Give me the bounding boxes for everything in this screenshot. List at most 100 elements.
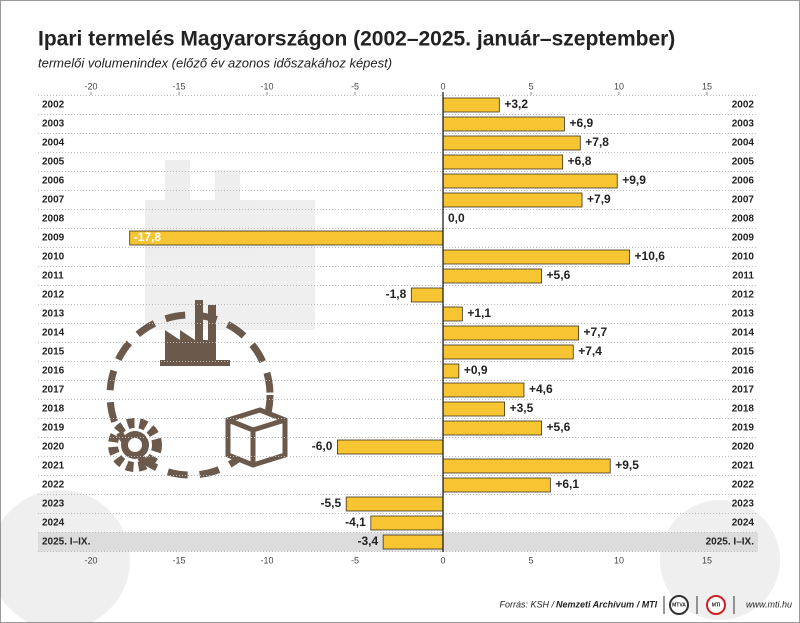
y-tick-label: 2020: [42, 442, 65, 453]
value-label: +5,6: [547, 268, 571, 282]
value-label: +7,8: [585, 135, 609, 149]
y-tick-label: 2004: [732, 138, 755, 149]
logo-text: MTI: [712, 602, 721, 608]
x-tick-label: 10: [614, 555, 624, 565]
bar: [442, 363, 460, 379]
value-label: -6,0: [312, 439, 333, 453]
bar: [345, 496, 444, 512]
x-tick-label: 0: [440, 81, 445, 91]
bar: [442, 420, 542, 436]
x-tick-label: 10: [614, 81, 624, 91]
source: Forrás: KSH /: [499, 599, 555, 609]
y-tick-label: 2012: [732, 290, 755, 301]
y-tick-label: 2012: [42, 290, 65, 301]
x-tick-label: -5: [351, 81, 359, 91]
value-label: +9,9: [622, 173, 646, 187]
bar: [442, 477, 551, 493]
y-tick-label: 2003: [42, 119, 65, 130]
x-tick-label: -15: [172, 555, 185, 565]
y-tick-label: 2002: [732, 100, 755, 111]
y-tick-label: 2009: [42, 233, 65, 244]
y-tick-label: 2002: [42, 100, 65, 111]
value-label: +9,5: [615, 458, 639, 472]
bar: [382, 534, 444, 550]
y-tick-label: 2014: [732, 328, 755, 339]
y-tick-label: 2005: [732, 157, 755, 168]
bar: [442, 97, 500, 113]
chart-subtitle: termelői volumenindex (előző év azonos i…: [38, 55, 392, 70]
value-label: +4,6: [529, 382, 553, 396]
y-tick-label: 2014: [42, 328, 65, 339]
value-label: +3,2: [504, 97, 528, 111]
y-tick-label: 2010: [42, 252, 65, 263]
y-tick-label: 2019: [732, 423, 755, 434]
logo: [706, 595, 726, 615]
bar: [442, 116, 565, 132]
value-label: -1,8: [386, 287, 407, 301]
y-tick-label: 2008: [42, 214, 65, 225]
x-tick-label: -20: [84, 81, 97, 91]
value-label: +7,9: [587, 192, 611, 206]
x-tick-label: 5: [528, 81, 533, 91]
value-label: -5,5: [321, 496, 342, 510]
y-tick-label: 2020: [732, 442, 755, 453]
y-tick-label: 2008: [732, 214, 755, 225]
x-tick-label: 15: [702, 555, 712, 565]
y-tick-label: 2017: [42, 385, 65, 396]
x-tick-label: -15: [172, 81, 185, 91]
y-tick-label: 2011: [42, 271, 64, 282]
x-tick-label: 5: [528, 555, 533, 565]
y-tick-label: 2007: [42, 195, 65, 206]
y-tick-label: 2017: [732, 385, 755, 396]
y-tick-label: 2007: [732, 195, 755, 206]
bar: [442, 344, 574, 360]
y-tick-label: 2023: [42, 499, 65, 510]
y-tick-label: 2019: [42, 423, 65, 434]
y-tick-label: 2016: [732, 366, 755, 377]
value-label: +6,9: [569, 116, 593, 130]
x-tick-label: -10: [260, 81, 273, 91]
value-label: +3,5: [510, 401, 534, 415]
y-tick-label: 2018: [42, 404, 65, 415]
value-label: +7,7: [584, 325, 608, 339]
y-tick-label: 2024: [42, 518, 65, 529]
y-tick-label: 2016: [42, 366, 65, 377]
y-tick-label: 2015: [732, 347, 755, 358]
value-label: +0,9: [464, 363, 488, 377]
y-tick-label: 2003: [732, 119, 755, 130]
bar: [336, 439, 444, 455]
logo: [669, 595, 689, 615]
value-label: +6,8: [568, 154, 592, 168]
bar: [442, 192, 583, 208]
y-tick-label: 2025. I–IX.: [42, 537, 91, 548]
y-tick-label: 2009: [732, 233, 755, 244]
bar: [442, 173, 618, 189]
y-tick-label: 2022: [42, 480, 65, 491]
y-tick-label: 2004: [42, 138, 65, 149]
x-tick-label: -5: [351, 555, 359, 565]
y-tick-label: 2023: [732, 499, 755, 510]
y-tick-label: 2015: [42, 347, 65, 358]
y-tick-label: 2021: [732, 461, 755, 472]
value-label: 0,0: [448, 211, 465, 225]
bar: [442, 135, 581, 151]
y-tick-label: 2022: [732, 480, 755, 491]
x-tick-label: -10: [260, 555, 273, 565]
y-tick-label: 2024: [732, 518, 755, 529]
value-label: +7,4: [578, 344, 602, 358]
y-tick-label: 2013: [732, 309, 755, 320]
y-tick-label: 2021: [42, 461, 65, 472]
y-tick-label: 2006: [42, 176, 65, 187]
bar: [442, 154, 564, 170]
source-bold: Nemzeti Archívum / MTI: [556, 599, 658, 609]
y-tick-label: 2006: [732, 176, 755, 187]
logo-text: MTVA: [672, 602, 686, 608]
value-label: +10,6: [635, 249, 666, 263]
y-tick-label: 2018: [732, 404, 755, 415]
plot: -20 -20 -15 -15 -10 -10 -5 -5 0 0 5 5 10 10 15 15 2002 20…: [38, 81, 758, 565]
url: www.mti.hu: [746, 599, 792, 609]
x-tick-label: 15: [702, 81, 712, 91]
value-label: +6,1: [555, 477, 579, 491]
value-label: -17,8: [134, 230, 162, 244]
